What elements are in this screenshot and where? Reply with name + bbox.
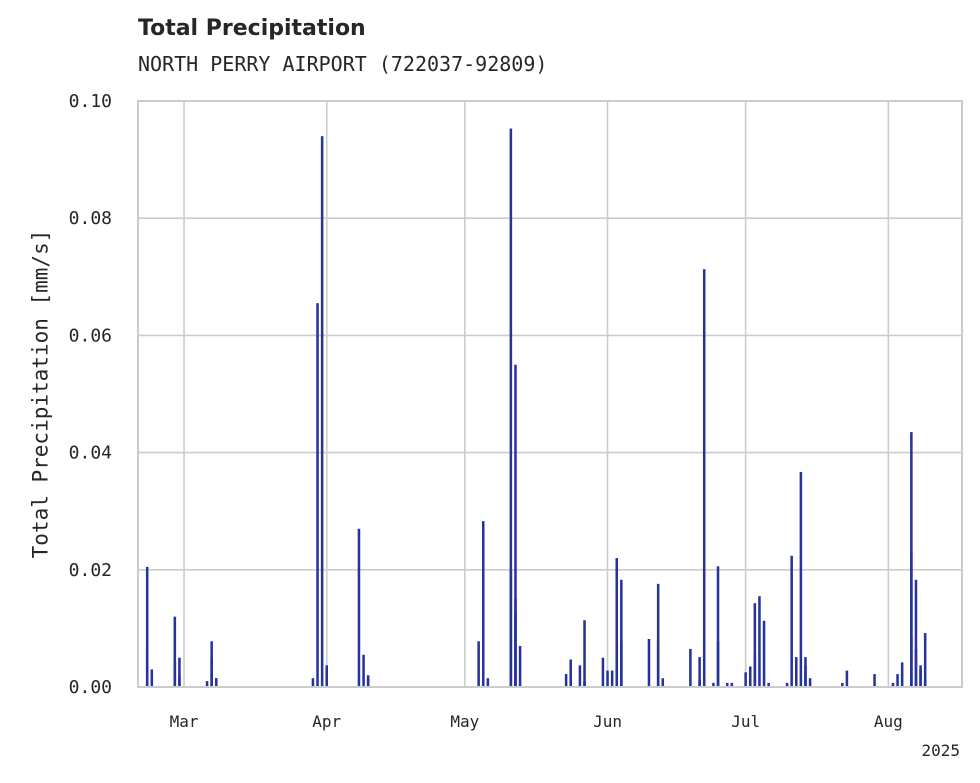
y-tick-label: 0.10 [69, 91, 112, 112]
y-axis-ticks: 0.00 0.02 0.04 0.06 0.08 0.10 [69, 91, 112, 698]
precip-bar [661, 678, 665, 687]
y-axis-label: Total Precipitation [mm/s] [28, 230, 52, 559]
precip-bar [205, 681, 209, 687]
x-tick-label: Jul [731, 712, 760, 731]
precip-bar [178, 675, 181, 687]
y-tick-label: 0.00 [69, 677, 112, 698]
x-tick-label: May [450, 712, 479, 731]
precip-bar [702, 269, 706, 687]
precip-bar [564, 674, 568, 687]
precip-bar [583, 620, 586, 687]
precip-bar [758, 596, 761, 687]
precip-bar [910, 551, 913, 687]
y-tick-label: 0.04 [69, 443, 112, 464]
precip-bar [518, 645, 522, 687]
precip-bar [785, 682, 789, 687]
precip-bar [808, 678, 812, 687]
precip-bar [753, 603, 757, 687]
y-tick-label: 0.06 [69, 325, 112, 346]
precip-bar [845, 670, 849, 687]
precip-bar [698, 657, 701, 687]
precip-bar [486, 678, 490, 687]
precip-bar [366, 678, 370, 687]
precip-bar [357, 528, 361, 687]
precip-bar [923, 633, 927, 687]
precip-bar [601, 657, 605, 687]
precip-bar [477, 641, 480, 687]
precip-bar [744, 672, 747, 687]
precip-bar [841, 682, 844, 687]
precip-bar [748, 666, 752, 687]
precip-bar [514, 613, 517, 687]
x-tick-label: Jun [593, 712, 622, 731]
grid-lines [138, 100, 962, 688]
precip-bar [914, 579, 918, 687]
precip-bar [790, 555, 793, 687]
precip-bar [362, 654, 365, 687]
y-tick-label: 0.02 [69, 560, 112, 581]
precip-bar [762, 620, 766, 687]
precip-bar [514, 364, 517, 687]
precip-bar [620, 579, 623, 687]
precip-bar [509, 128, 513, 688]
precip-bar [606, 670, 609, 687]
precip-bar [647, 638, 651, 687]
x-axis-ticks: Mar Apr May Jun Jul Aug [170, 712, 903, 731]
precip-bar [610, 670, 614, 687]
y-tick-label: 0.08 [69, 208, 112, 229]
precip-bar [320, 136, 324, 687]
x-axis-year-label: 2025 [921, 741, 960, 760]
precip-bar [316, 303, 319, 687]
precip-bar [725, 682, 729, 687]
precip-bar [689, 648, 692, 687]
chart-title: Total Precipitation [138, 16, 366, 41]
precip-bar [178, 657, 181, 687]
precip-bar [804, 665, 807, 687]
precip-bar [210, 657, 213, 687]
precip-bar [325, 665, 329, 687]
x-tick-label: Aug [874, 712, 903, 731]
precip-bar [150, 669, 154, 687]
precip-bar [891, 682, 895, 687]
precip-bar [311, 678, 315, 687]
precip-bar [896, 674, 899, 687]
precip-bar [481, 521, 485, 687]
precip-bar [583, 681, 586, 687]
precip-bar [214, 678, 218, 687]
precip-bar [578, 665, 582, 687]
x-tick-label: Apr [312, 712, 341, 731]
precip-bar [620, 641, 623, 687]
precip-bar [767, 682, 770, 687]
precip-bar [145, 566, 149, 687]
precip-bar [900, 662, 904, 687]
precip-bar [873, 674, 876, 687]
precipitation-bars [145, 128, 927, 688]
precip-bar [730, 682, 734, 687]
precip-bar [923, 681, 927, 687]
precip-bar [698, 679, 701, 687]
precip-bar [615, 558, 619, 687]
precip-bar [656, 583, 660, 687]
precip-bar [712, 682, 715, 687]
precip-bar [910, 637, 913, 687]
precip-bar [795, 657, 798, 687]
precip-bar [569, 659, 572, 687]
plot-frame [137, 100, 963, 688]
precip-bar [716, 566, 720, 687]
precip-bar [173, 616, 177, 687]
chart-subtitle: NORTH PERRY AIRPORT (722037-92809) [138, 52, 548, 76]
precip-bar [656, 641, 660, 687]
x-tick-label: Mar [170, 712, 199, 731]
precip-bar [799, 471, 803, 687]
precip-bar [919, 665, 922, 687]
